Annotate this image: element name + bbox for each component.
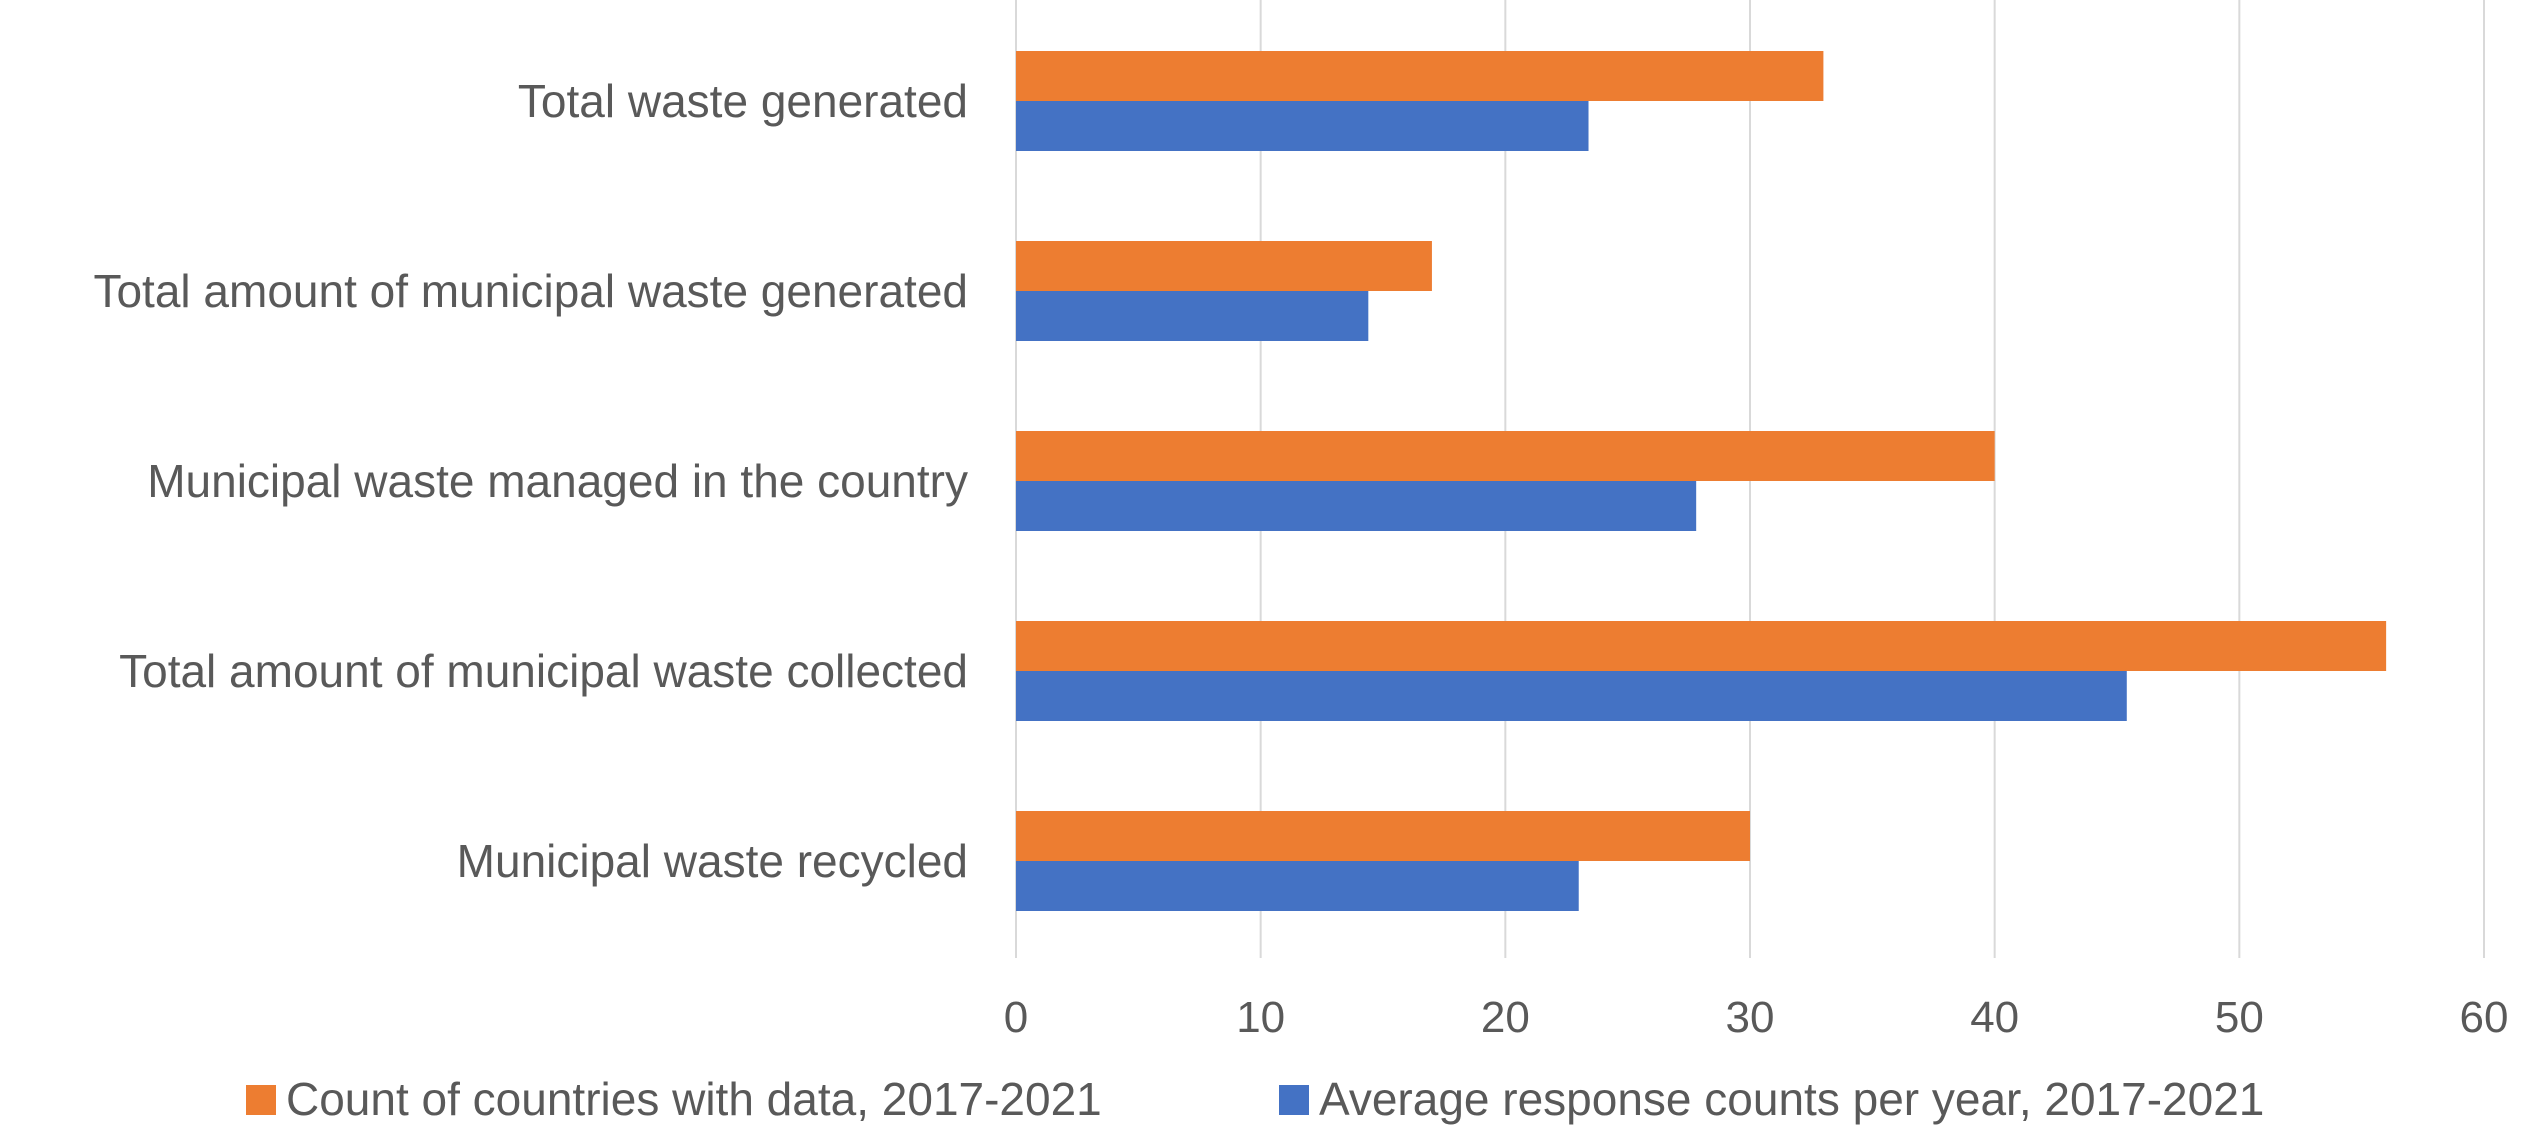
category-label: Municipal waste recycled (457, 835, 968, 887)
legend-label-1: Average response counts per year, 2017-2… (1319, 1073, 2264, 1125)
bar-avg-response-3 (1016, 671, 2127, 721)
x-tick-label: 10 (1236, 993, 1285, 1042)
bar-avg-response-2 (1016, 481, 1697, 531)
bar-avg-response-1 (1016, 291, 1369, 341)
bar-count-countries-2 (1016, 431, 1995, 481)
bars (1016, 51, 2387, 911)
category-label: Municipal waste managed in the country (147, 455, 968, 507)
bar-count-countries-1 (1016, 241, 1432, 291)
legend-label-0: Count of countries with data, 2017-2021 (286, 1073, 1102, 1125)
x-tick-label: 50 (2215, 993, 2264, 1042)
legend-swatch-0 (246, 1085, 276, 1115)
x-tick-label: 60 (2460, 993, 2509, 1042)
x-axis-tick-labels: 0 10 20 30 40 50 60 (1004, 993, 2509, 1042)
bar-avg-response-0 (1016, 101, 1589, 151)
bar-avg-response-4 (1016, 861, 1579, 911)
bar-count-countries-0 (1016, 51, 1824, 101)
category-label: Total amount of municipal waste generate… (93, 265, 968, 317)
category-label: Total waste generated (518, 75, 968, 127)
category-labels: Total waste generated Total amount of mun… (93, 75, 968, 887)
x-tick-label: 20 (1481, 993, 1530, 1042)
x-tick-label: 40 (1970, 993, 2019, 1042)
category-label: Total amount of municipal waste collecte… (119, 645, 968, 697)
bar-count-countries-4 (1016, 811, 1750, 861)
legend-swatch-1 (1279, 1085, 1309, 1115)
legend: Count of countries with data, 2017-2021 A… (246, 1073, 2264, 1125)
x-tick-label: 30 (1726, 993, 1775, 1042)
x-tick-label: 0 (1004, 993, 1028, 1042)
bar-count-countries-3 (1016, 621, 2387, 671)
